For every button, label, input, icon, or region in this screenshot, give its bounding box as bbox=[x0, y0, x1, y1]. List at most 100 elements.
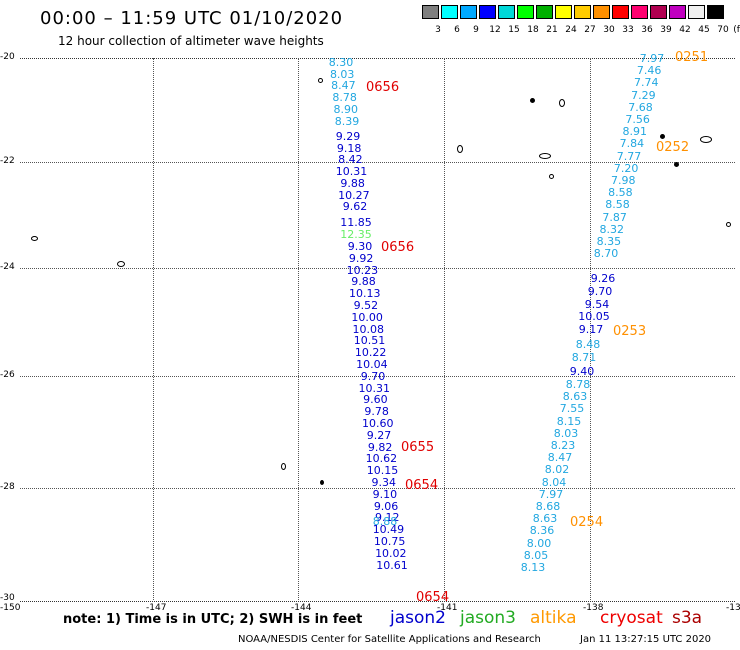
legend-label: 39 bbox=[660, 25, 672, 35]
longitude-label: -13 bbox=[726, 603, 740, 613]
wave-height-value: 9.62 bbox=[342, 200, 368, 214]
wave-height-value: 12.35 bbox=[340, 228, 372, 241]
wave-height-value: 10.49 bbox=[372, 523, 405, 537]
wave-height-value: 9.17 bbox=[578, 323, 604, 337]
wave-height-value: 9.70 bbox=[360, 369, 386, 383]
legend-swatch bbox=[612, 5, 629, 19]
legend-swatch bbox=[574, 5, 591, 19]
legend-label: 42 bbox=[679, 25, 691, 35]
legend-label: 12 bbox=[489, 25, 501, 35]
wave-height-value: 9.92 bbox=[348, 251, 374, 265]
wave-height-value: 8.78 bbox=[565, 378, 591, 391]
legend-label: 36 bbox=[641, 25, 653, 35]
pass-time-label: 0655 bbox=[401, 440, 435, 455]
latitude-label: -28 bbox=[0, 482, 15, 492]
longitude-gridline bbox=[590, 58, 591, 600]
legend-swatch bbox=[688, 5, 705, 19]
island bbox=[539, 153, 551, 159]
island bbox=[318, 78, 323, 83]
wave-height-value: 9.30 bbox=[347, 240, 373, 253]
legend-label: 18 bbox=[527, 25, 539, 35]
latitude-gridline bbox=[20, 268, 735, 269]
wave-height-value: 10.05 bbox=[578, 310, 610, 324]
wave-height-value: 7.98 bbox=[611, 174, 636, 187]
wave-height-value: 10.23 bbox=[346, 263, 379, 277]
map-title: 00:00 – 11:59 UTC 01/10/2020 bbox=[40, 8, 344, 29]
wave-height-value: 10.75 bbox=[373, 535, 406, 548]
wave-height-value: 8.47 bbox=[331, 79, 356, 93]
latitude-gridline bbox=[20, 488, 735, 489]
wave-height-value: 10.02 bbox=[375, 546, 407, 560]
wave-height-value: 7.97 bbox=[538, 487, 564, 501]
longitude-label: -138 bbox=[583, 603, 604, 613]
wave-height-value: 9.10 bbox=[372, 487, 398, 501]
wave-height-value: 10.61 bbox=[376, 558, 408, 572]
legend-swatch bbox=[669, 5, 686, 19]
legend-label: 27 bbox=[584, 25, 596, 35]
legend-swatch bbox=[631, 5, 648, 19]
wave-height-value: 8.23 bbox=[550, 439, 576, 452]
wave-height-value: 9.88 bbox=[351, 275, 376, 289]
wave-height-value: 8.88 bbox=[372, 515, 398, 528]
legend-swatch bbox=[555, 5, 572, 19]
wave-height-value: 8.05 bbox=[523, 548, 549, 562]
legend-unit: (ft) bbox=[733, 25, 740, 35]
longitude-label: -150 bbox=[0, 603, 21, 613]
pass-time-label: 0656 bbox=[381, 240, 415, 255]
wave-height-value: 7.46 bbox=[636, 64, 662, 78]
wave-height-value: 8.78 bbox=[332, 91, 357, 105]
wave-height-value: 10.22 bbox=[354, 346, 387, 360]
wave-height-value: 8.13 bbox=[520, 561, 546, 574]
latitude-label: -26 bbox=[0, 370, 15, 380]
wave-height-value: 8.04 bbox=[541, 475, 567, 489]
legend-swatch bbox=[498, 5, 515, 19]
wave-height-value: 9.70 bbox=[587, 284, 613, 298]
wave-height-value: 7.55 bbox=[559, 402, 585, 416]
wave-height-value: 8.48 bbox=[575, 338, 601, 351]
wave-height-value: 8.68 bbox=[535, 500, 561, 513]
wave-height-value: 7.87 bbox=[602, 210, 627, 224]
legend-label: 15 bbox=[508, 25, 520, 35]
legend-label: 9 bbox=[473, 25, 479, 35]
wave-height-value: 10.04 bbox=[356, 358, 388, 371]
wave-height-value: 9.06 bbox=[373, 499, 399, 513]
island bbox=[674, 162, 679, 167]
legend-label: 6 bbox=[454, 25, 460, 35]
pass-time-label: 0252 bbox=[656, 140, 690, 155]
longitude-gridline bbox=[298, 58, 299, 600]
wave-height-value: 9.54 bbox=[584, 297, 610, 311]
pass-time-label: 0251 bbox=[675, 50, 709, 65]
map-frame bbox=[20, 58, 735, 602]
wave-height-value: 10.27 bbox=[338, 188, 370, 202]
wave-height-value: 10.13 bbox=[348, 287, 381, 301]
wave-height-value: 10.00 bbox=[351, 310, 383, 324]
wave-height-value: 8.30 bbox=[328, 56, 354, 69]
longitude-label: -144 bbox=[291, 603, 312, 613]
legend-swatch bbox=[441, 5, 458, 19]
legend-label: 30 bbox=[603, 25, 615, 35]
wave-height-value: 8.70 bbox=[593, 247, 619, 261]
generated-timestamp: Jan 11 13:27:15 UTC 2020 bbox=[580, 634, 712, 645]
wave-height-value: 8.03 bbox=[329, 67, 355, 81]
wave-height-value: 9.27 bbox=[366, 428, 392, 442]
wave-height-value: 10.51 bbox=[353, 334, 386, 348]
island bbox=[457, 145, 463, 153]
wave-height-value: 9.12 bbox=[375, 511, 400, 525]
legend-swatch bbox=[517, 5, 534, 19]
wave-height-value: 9.60 bbox=[363, 393, 388, 407]
legend-swatch bbox=[707, 5, 724, 19]
island bbox=[530, 98, 535, 103]
wave-height-value: 8.71 bbox=[571, 351, 597, 364]
island bbox=[117, 261, 125, 267]
legend-swatch bbox=[593, 5, 610, 19]
legend-label: 3 bbox=[435, 25, 441, 35]
wave-height-value: 9.18 bbox=[336, 141, 362, 155]
island bbox=[726, 222, 731, 227]
wave-height-value: 8.58 bbox=[605, 198, 630, 212]
satellite-name: s3a bbox=[672, 608, 703, 628]
wave-height-value: 7.97 bbox=[639, 52, 665, 65]
longitude-gridline bbox=[153, 58, 154, 600]
wave-height-value: 9.78 bbox=[364, 405, 389, 419]
wave-height-value: 9.82 bbox=[367, 440, 393, 454]
latitude-label: -24 bbox=[0, 262, 15, 272]
